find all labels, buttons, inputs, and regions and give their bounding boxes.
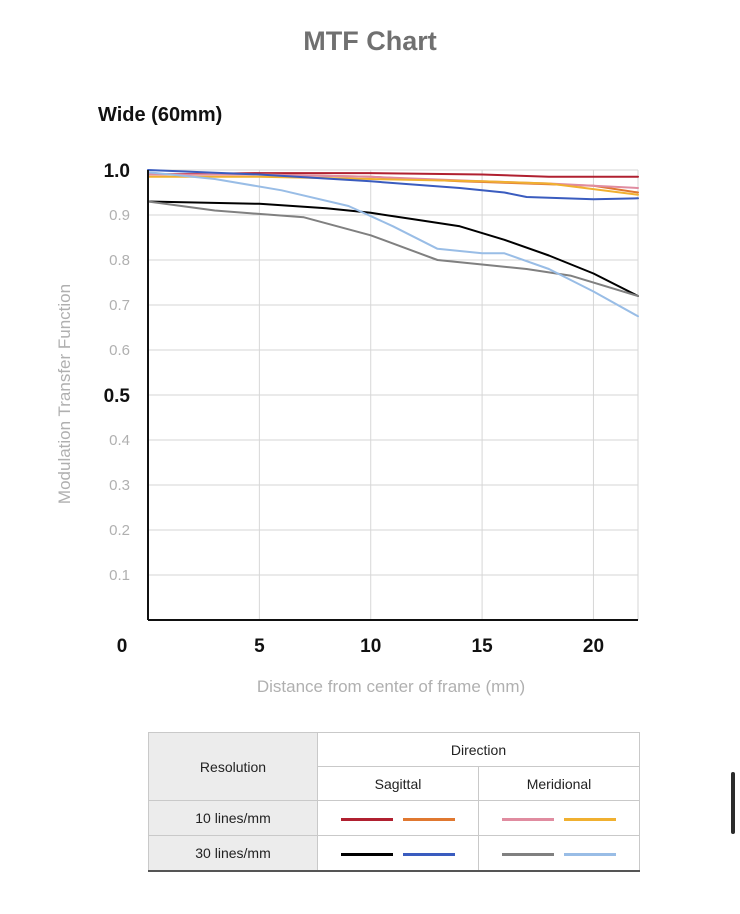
y-tick-label: 0.6 xyxy=(109,342,130,359)
y-tick-label: 0.5 xyxy=(104,386,131,407)
series-line xyxy=(147,200,639,297)
y-tick-label: 0.1 xyxy=(109,567,130,584)
y-tick-label: 0.2 xyxy=(109,522,130,539)
y-tick-label: 0.8 xyxy=(109,252,130,269)
x-tick-label: 15 xyxy=(472,636,494,657)
chart-series-group xyxy=(147,169,639,318)
legend-swatch xyxy=(502,817,554,821)
sagittal-30-cell xyxy=(317,835,479,872)
legend-table: Resolution Direction Sagittal Meridional… xyxy=(148,732,640,872)
row-10-label: 10 lines/mm xyxy=(148,800,318,836)
direction-header: Direction xyxy=(317,732,640,767)
y-tick-label: 0.4 xyxy=(109,432,130,449)
series-line xyxy=(147,175,639,196)
legend-swatch xyxy=(502,852,554,856)
legend-swatch xyxy=(564,817,616,821)
x-axis-label: Distance from center of frame (mm) xyxy=(257,677,525,696)
x-tick-label: 20 xyxy=(583,636,604,657)
chart-axes xyxy=(147,170,638,621)
resolution-header: Resolution xyxy=(148,732,318,801)
sagittal-10-cell xyxy=(317,800,479,836)
legend-swatch xyxy=(341,852,393,856)
y-axis-label: Modulation Transfer Function xyxy=(55,284,74,504)
meridional-30-cell xyxy=(478,835,640,872)
y-tick-label: 0.7 xyxy=(109,297,130,314)
y-tick-label: 1.0 xyxy=(104,161,130,182)
page-title: MTF Chart xyxy=(303,26,437,56)
y-tick-label: 0.9 xyxy=(109,207,130,224)
legend-swatch xyxy=(564,852,616,856)
chart-title: Wide (60mm) xyxy=(98,104,223,126)
x-tick-labels: 0 5 10 15 20 xyxy=(117,636,604,657)
y-tick-labels: 1.0 0.9 0.8 0.7 0.6 0.5 0.4 0.3 0.2 0.1 xyxy=(104,161,131,584)
row-30-label: 30 lines/mm xyxy=(148,835,318,872)
series-line xyxy=(147,171,639,318)
legend-swatch xyxy=(403,852,455,856)
scrollbar[interactable] xyxy=(731,772,735,834)
x-tick-label: 0 xyxy=(117,636,128,657)
y-tick-label: 0.3 xyxy=(109,477,130,494)
series-line xyxy=(147,169,639,201)
x-tick-label: 5 xyxy=(254,636,265,657)
legend-swatch xyxy=(403,817,455,821)
meridional-10-cell xyxy=(478,800,640,836)
legend-swatch xyxy=(341,817,393,821)
chart-grid xyxy=(148,169,639,620)
meridional-header: Meridional xyxy=(478,766,640,801)
mtf-chart: 1.00.90.80.70.60.50.40.30.20.1 0 5 10 15 20 … xyxy=(55,161,639,696)
x-tick-label: 10 xyxy=(360,636,381,657)
sagittal-header: Sagittal xyxy=(317,766,479,801)
